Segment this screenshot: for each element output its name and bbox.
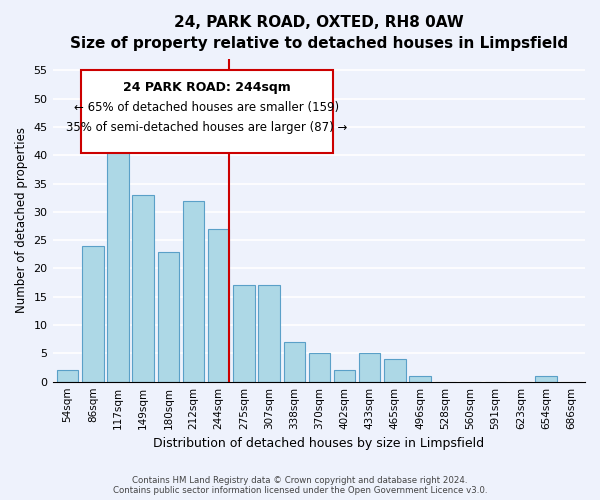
Bar — [158, 252, 179, 382]
Bar — [183, 200, 204, 382]
Text: ← 65% of detached houses are smaller (159): ← 65% of detached houses are smaller (15… — [74, 101, 340, 114]
Text: Contains HM Land Registry data © Crown copyright and database right 2024.
Contai: Contains HM Land Registry data © Crown c… — [113, 476, 487, 495]
Text: 35% of semi-detached houses are larger (87) →: 35% of semi-detached houses are larger (… — [67, 121, 347, 134]
X-axis label: Distribution of detached houses by size in Limpsfield: Distribution of detached houses by size … — [153, 437, 484, 450]
Bar — [107, 122, 128, 382]
Title: 24, PARK ROAD, OXTED, RH8 0AW
Size of property relative to detached houses in Li: 24, PARK ROAD, OXTED, RH8 0AW Size of pr… — [70, 15, 568, 51]
Bar — [57, 370, 79, 382]
Bar — [82, 246, 104, 382]
Bar — [359, 354, 380, 382]
Bar — [535, 376, 557, 382]
Bar — [233, 286, 254, 382]
Text: 24 PARK ROAD: 244sqm: 24 PARK ROAD: 244sqm — [123, 81, 291, 94]
Bar — [334, 370, 355, 382]
Bar — [208, 229, 229, 382]
Bar — [133, 195, 154, 382]
Y-axis label: Number of detached properties: Number of detached properties — [15, 128, 28, 314]
Bar — [284, 342, 305, 382]
Bar — [409, 376, 431, 382]
Bar — [309, 354, 330, 382]
Bar — [384, 359, 406, 382]
Bar — [259, 286, 280, 382]
